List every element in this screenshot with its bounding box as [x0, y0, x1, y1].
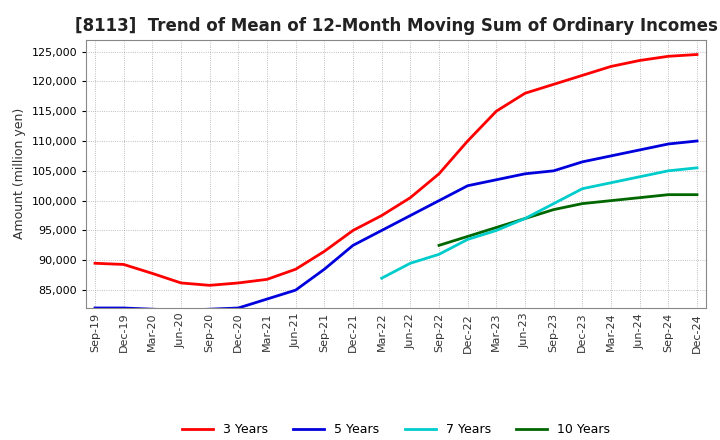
5 Years [377, 228, 386, 233]
3 Years [148, 271, 157, 276]
7 Years [492, 228, 500, 233]
Line: 3 Years: 3 Years [95, 55, 697, 285]
7 Years [578, 186, 587, 191]
5 Years [635, 147, 644, 153]
5 Years [607, 153, 616, 158]
5 Years [435, 198, 444, 203]
3 Years [205, 282, 214, 288]
7 Years [521, 216, 529, 221]
3 Years [263, 277, 271, 282]
Y-axis label: Amount (million yen): Amount (million yen) [13, 108, 26, 239]
3 Years [348, 228, 357, 233]
7 Years [693, 165, 701, 170]
5 Years [148, 307, 157, 312]
10 Years [578, 201, 587, 206]
7 Years [607, 180, 616, 185]
3 Years [607, 64, 616, 69]
5 Years [205, 307, 214, 312]
3 Years [120, 262, 128, 267]
5 Years [176, 308, 185, 313]
7 Years [664, 168, 672, 173]
3 Years [635, 58, 644, 63]
10 Years [635, 195, 644, 200]
10 Years [607, 198, 616, 203]
7 Years [406, 260, 415, 266]
3 Years [320, 249, 328, 254]
5 Years [263, 297, 271, 302]
Line: 5 Years: 5 Years [95, 141, 697, 310]
5 Years [492, 177, 500, 183]
Legend: 3 Years, 5 Years, 7 Years, 10 Years: 3 Years, 5 Years, 7 Years, 10 Years [177, 418, 615, 440]
3 Years [693, 52, 701, 57]
5 Years [549, 168, 558, 173]
5 Years [348, 243, 357, 248]
3 Years [176, 280, 185, 286]
Title: [8113]  Trend of Mean of 12-Month Moving Sum of Ordinary Incomes: [8113] Trend of Mean of 12-Month Moving … [75, 17, 717, 35]
Line: 10 Years: 10 Years [439, 194, 697, 246]
5 Years [578, 159, 587, 165]
10 Years [549, 207, 558, 212]
3 Years [406, 195, 415, 200]
3 Years [578, 73, 587, 78]
3 Years [664, 54, 672, 59]
5 Years [234, 305, 243, 311]
3 Years [377, 213, 386, 218]
5 Years [521, 171, 529, 176]
3 Years [549, 82, 558, 87]
5 Years [406, 213, 415, 218]
5 Years [120, 305, 128, 311]
10 Years [464, 234, 472, 239]
5 Years [91, 305, 99, 311]
7 Years [464, 237, 472, 242]
5 Years [664, 141, 672, 147]
3 Years [435, 171, 444, 176]
10 Years [492, 225, 500, 230]
3 Years [234, 280, 243, 286]
3 Years [464, 138, 472, 143]
7 Years [435, 252, 444, 257]
3 Years [521, 91, 529, 96]
5 Years [693, 138, 701, 143]
7 Years [635, 174, 644, 180]
10 Years [435, 243, 444, 248]
5 Years [320, 267, 328, 272]
10 Years [521, 216, 529, 221]
3 Years [91, 260, 99, 266]
3 Years [492, 109, 500, 114]
7 Years [377, 275, 386, 281]
10 Years [664, 192, 672, 197]
5 Years [292, 287, 300, 293]
5 Years [464, 183, 472, 188]
3 Years [292, 267, 300, 272]
Line: 7 Years: 7 Years [382, 168, 697, 278]
7 Years [549, 201, 558, 206]
10 Years [693, 192, 701, 197]
